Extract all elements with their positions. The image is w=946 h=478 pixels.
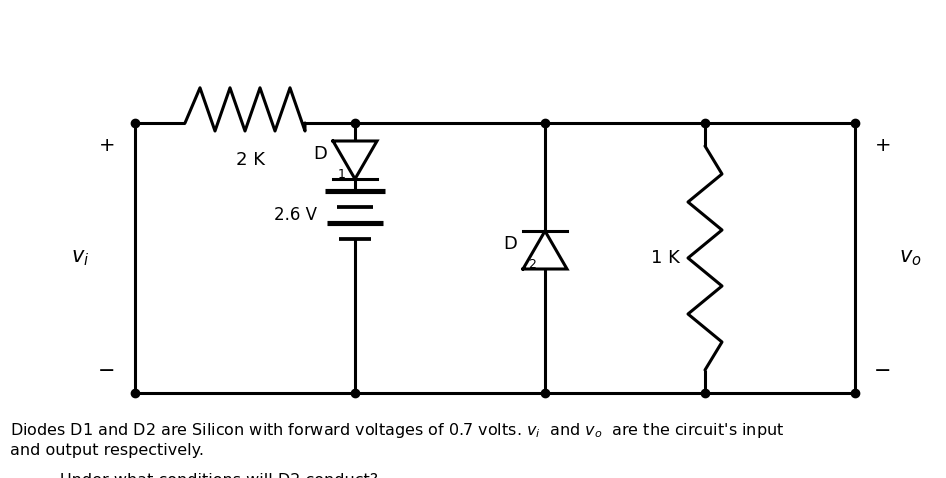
- Text: D: D: [503, 235, 517, 253]
- Text: Diodes D1 and D2 are Silicon with forward voltages of 0.7 volts. $v_i$  and $v_o: Diodes D1 and D2 are Silicon with forwar…: [10, 421, 784, 440]
- Text: D: D: [313, 145, 327, 163]
- Text: −: −: [98, 361, 115, 381]
- Text: 1 K: 1 K: [651, 249, 680, 267]
- Text: 2 K: 2 K: [236, 151, 265, 169]
- Text: +: +: [98, 135, 115, 154]
- Text: 2: 2: [528, 258, 535, 271]
- Text: $v_i$: $v_i$: [71, 248, 89, 268]
- Text: and output respectively.: and output respectively.: [10, 443, 204, 458]
- Text: +: +: [875, 135, 891, 154]
- Text: Under what conditions will D2 conduct?: Under what conditions will D2 conduct?: [60, 473, 378, 478]
- Text: 2.6 V: 2.6 V: [274, 206, 317, 224]
- Text: 1: 1: [338, 168, 346, 181]
- Text: $v_o$: $v_o$: [899, 248, 921, 268]
- Text: −: −: [874, 361, 892, 381]
